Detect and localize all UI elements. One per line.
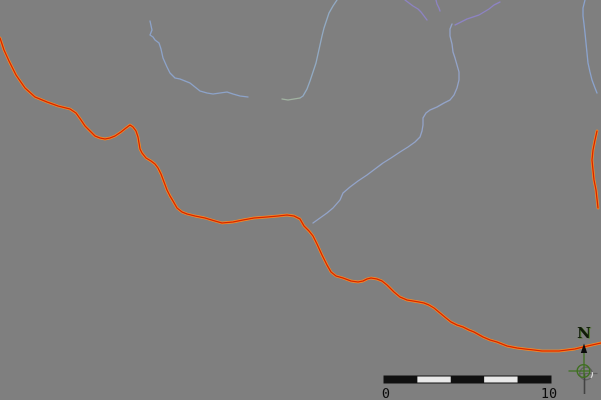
scale-bar-segment — [484, 376, 518, 383]
north-arrow-icon — [580, 343, 588, 353]
central-stream — [312, 23, 460, 224]
east-edge-road-core — [591, 130, 599, 209]
northeast-stream — [582, 0, 598, 94]
scale-bar-segment — [517, 376, 551, 383]
scale-bar: 0 10 — [382, 375, 557, 400]
roads-layer — [0, 36, 601, 353]
compass-rose: N N — [568, 324, 598, 394]
scale-bar-segments — [384, 376, 551, 383]
compass-north-label: N — [577, 324, 591, 342]
scale-bar-segment — [417, 376, 451, 383]
compass-highlight-arc — [590, 372, 594, 379]
northwest-stream — [149, 20, 249, 98]
scale-bar-segment — [450, 376, 485, 383]
compass-north-label-shadow: N — [578, 325, 592, 343]
north-stream-tail — [281, 97, 301, 101]
scale-start-label: 0 — [382, 386, 390, 400]
fork-west-branch — [404, 0, 428, 21]
rivers-layer — [149, 0, 598, 224]
scale-end-label: 10 — [541, 386, 557, 400]
fork-east-branch — [454, 1, 501, 26]
fork-north-branch — [435, 0, 441, 12]
north-stream — [299, 0, 338, 99]
main-road-core — [0, 37, 601, 352]
scale-bar-segment — [384, 376, 418, 383]
scale-bar-frame — [383, 375, 552, 384]
